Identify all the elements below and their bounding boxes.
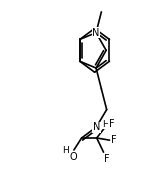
Text: F: F [111, 135, 117, 145]
Text: H: H [62, 146, 69, 155]
Text: O: O [69, 152, 77, 162]
Text: N: N [93, 122, 100, 132]
Text: F: F [109, 119, 114, 129]
Text: F: F [104, 154, 110, 164]
Text: N: N [92, 28, 100, 38]
Text: H: H [102, 120, 109, 129]
